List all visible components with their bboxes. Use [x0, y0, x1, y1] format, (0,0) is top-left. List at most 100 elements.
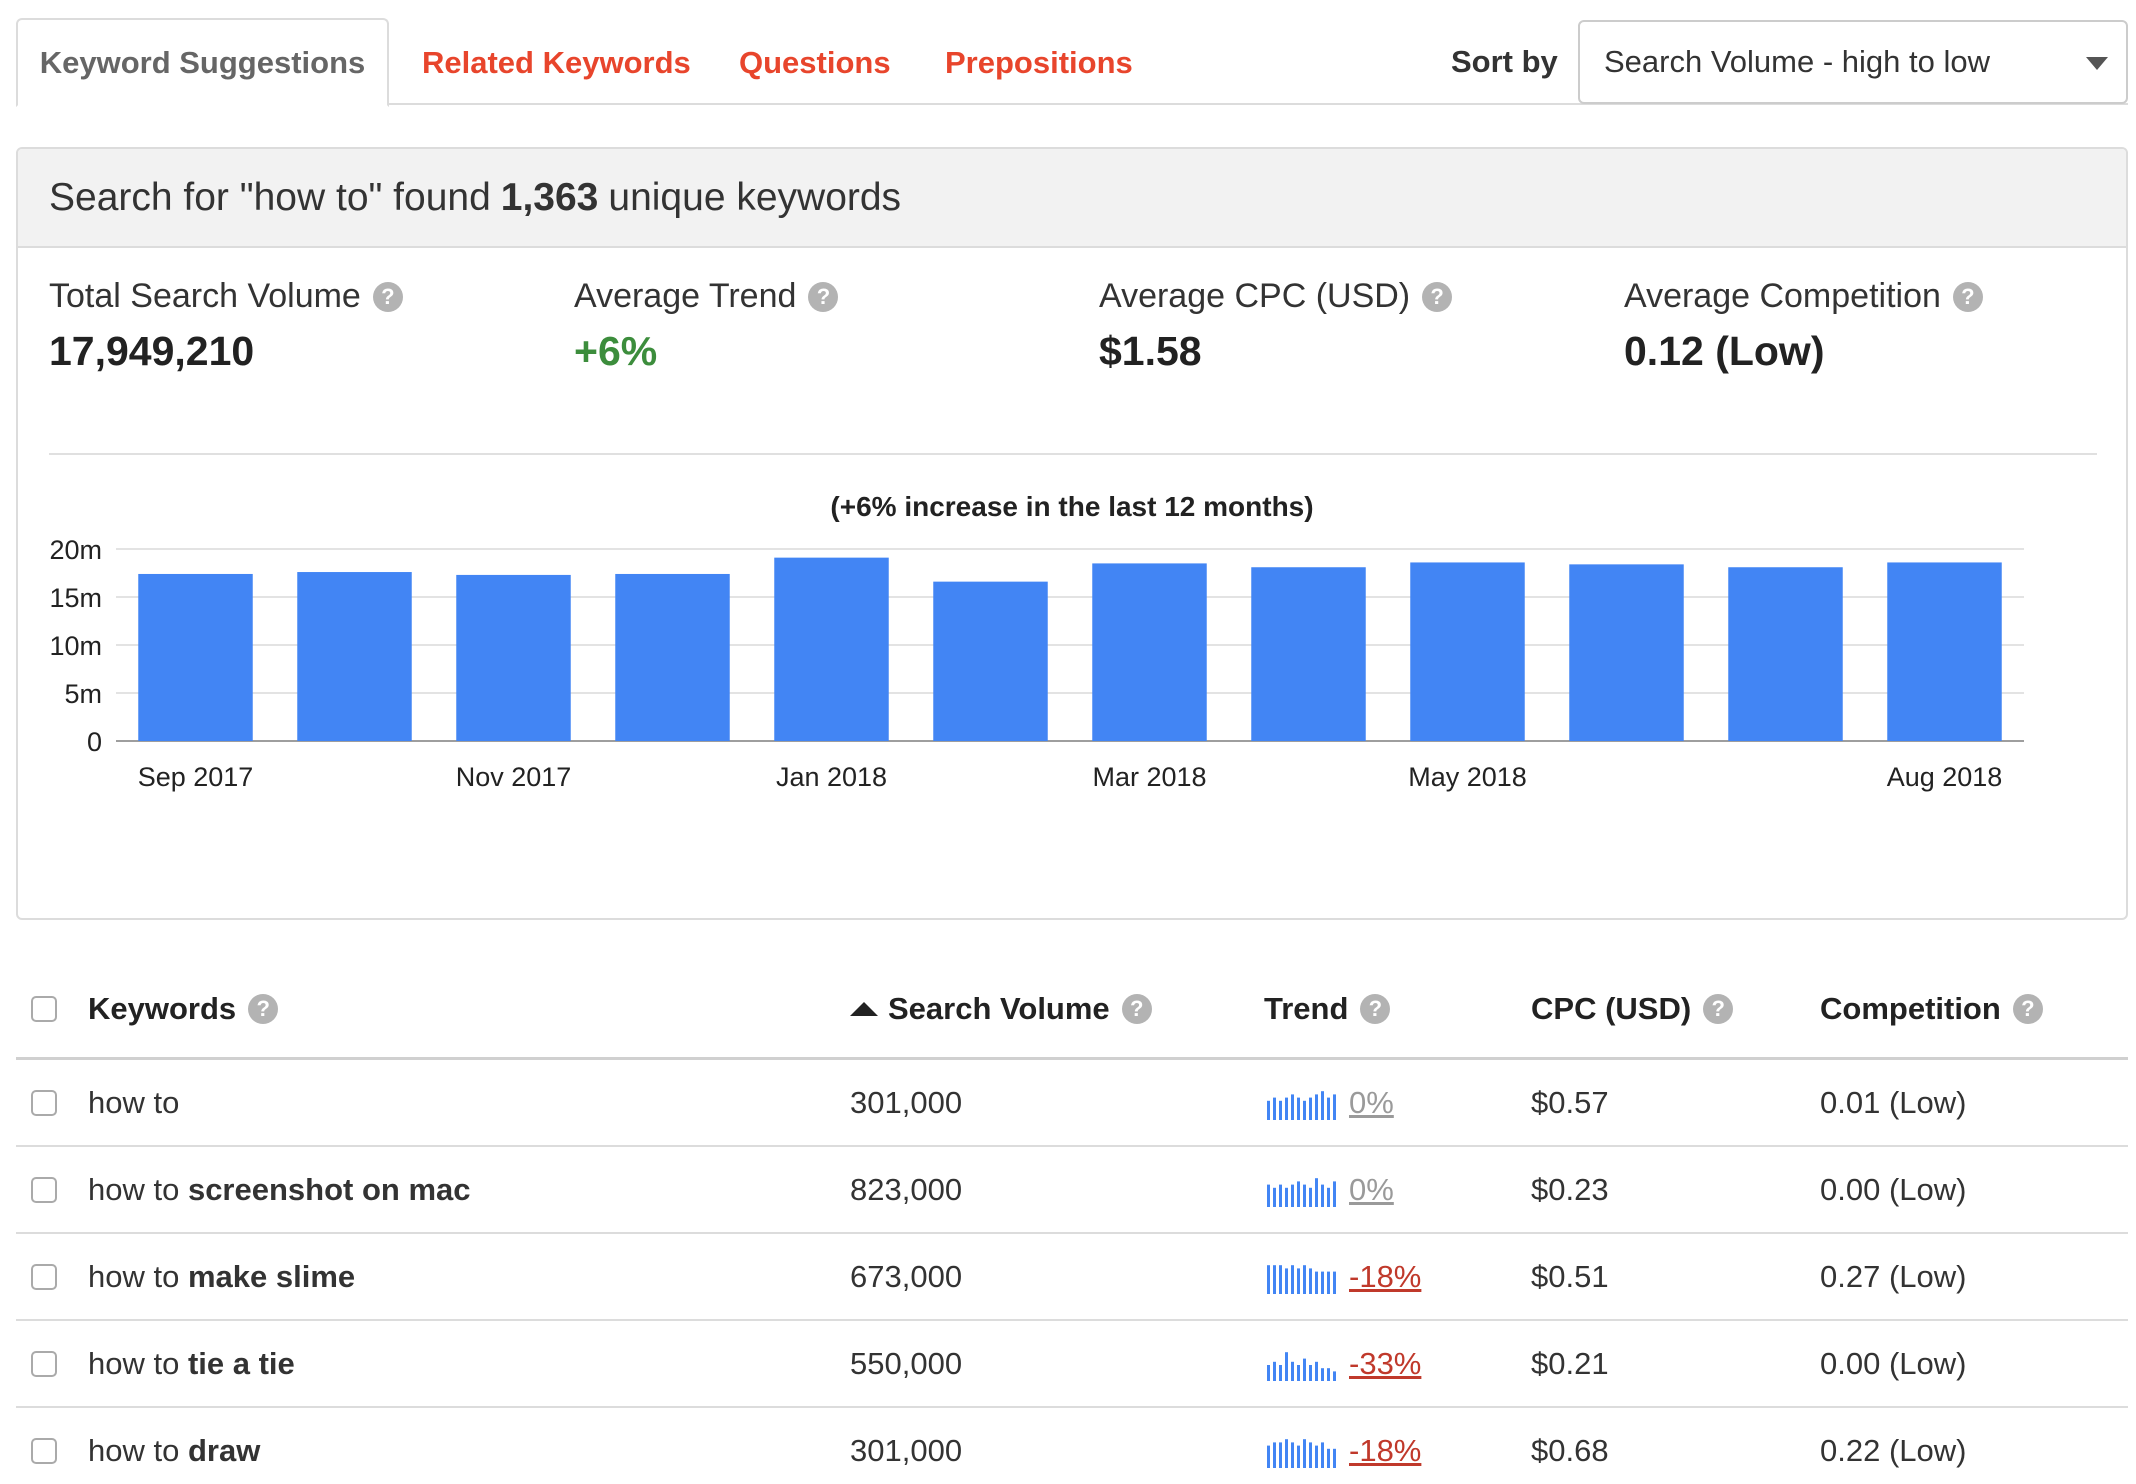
sort-select-value: Search Volume - high to low	[1604, 44, 1990, 79]
tab-questions[interactable]: Questions	[739, 44, 891, 80]
sparkline-bar	[1333, 1370, 1336, 1381]
y-tick-label: 5m	[64, 679, 102, 709]
y-tick-label: 0	[87, 727, 102, 757]
y-tick-label: 10m	[49, 631, 102, 661]
sparkline-bar	[1327, 1187, 1330, 1207]
trend-percent-link[interactable]: -33%	[1349, 1345, 1422, 1381]
help-icon[interactable]: ?	[808, 281, 839, 312]
sparkline-bar	[1309, 1364, 1312, 1381]
help-icon[interactable]: ?	[1121, 993, 1152, 1024]
trend-percent-link[interactable]: -18%	[1349, 1258, 1422, 1294]
sparkline-bar	[1273, 1097, 1276, 1120]
x-tick-label: Aug 2018	[1887, 762, 2003, 792]
keyword-cell[interactable]: how to	[88, 1060, 179, 1145]
sparkline-bar	[1291, 1093, 1294, 1120]
trend-percent-link[interactable]: 0%	[1349, 1084, 1394, 1120]
table-row[interactable]: how to tie a tie 550,000 -33% $0.21 0.00…	[16, 1321, 2128, 1408]
sparkline-bar	[1285, 1267, 1288, 1294]
sparkline-bar	[1315, 1361, 1318, 1381]
sparkline-bar	[1273, 1441, 1276, 1468]
column-keywords[interactable]: Keywords?	[88, 960, 279, 1057]
tab-bar: Keyword Suggestions Related Keywords Que…	[16, 0, 2128, 107]
help-icon[interactable]: ?	[248, 993, 279, 1024]
keyword-cell[interactable]: how to tie a tie	[88, 1321, 295, 1406]
table-header-row: Keywords? Search Volume? Trend? CPC (USD…	[16, 960, 2128, 1060]
select-all-checkbox[interactable]	[31, 995, 57, 1022]
competition-cell: 0.00 (Low)	[1820, 1171, 1967, 1207]
keyword-cell[interactable]: how to screenshot on mac	[88, 1147, 471, 1232]
sparkline-bar	[1321, 1184, 1324, 1207]
chart-bar	[297, 572, 412, 741]
row-checkbox[interactable]	[31, 1176, 57, 1203]
table-row[interactable]: how to 301,000 0% $0.57 0.01 (Low)	[16, 1060, 2128, 1147]
x-tick-label: Nov 2017	[456, 762, 572, 792]
stat-value: 17,949,210	[49, 328, 255, 374]
competition-cell: 0.01 (Low)	[1820, 1084, 1967, 1120]
row-checkbox[interactable]	[31, 1437, 57, 1464]
sort-select[interactable]: Search Volume - high to low	[1578, 20, 2128, 104]
sparkline-bar	[1315, 1177, 1318, 1207]
stat-average-trend: Average Trend? +6%	[574, 277, 839, 375]
keyword-cell[interactable]: how to make slime	[88, 1234, 355, 1319]
keyword-stem: how to	[88, 1258, 188, 1294]
column-cpc[interactable]: CPC (USD)?	[1531, 960, 1734, 1057]
chart-bar	[1410, 562, 1525, 741]
trend-percent-link[interactable]: -18%	[1349, 1432, 1422, 1468]
cpc-cell: $0.68	[1531, 1432, 1609, 1468]
sparkline-bar	[1267, 1445, 1270, 1468]
keyword-table: Keywords? Search Volume? Trend? CPC (USD…	[16, 960, 2128, 1484]
table-row[interactable]: how to make slime 673,000 -18% $0.51 0.2…	[16, 1234, 2128, 1321]
help-icon[interactable]: ?	[1422, 281, 1453, 312]
table-row[interactable]: how to screenshot on mac 823,000 0% $0.2…	[16, 1147, 2128, 1234]
column-trend[interactable]: Trend?	[1264, 960, 1391, 1057]
sparkline-bar	[1303, 1358, 1306, 1381]
stat-value: $1.58	[1099, 328, 1202, 374]
sparkline-bar	[1321, 1090, 1324, 1120]
sparkline-bar	[1303, 1438, 1306, 1468]
sparkline-bar	[1327, 1097, 1330, 1120]
keyword-suffix: tie a tie	[187, 1345, 295, 1381]
row-checkbox[interactable]	[31, 1263, 57, 1290]
competition-cell: 0.22 (Low)	[1820, 1432, 1967, 1468]
sparkline-bar	[1333, 1271, 1336, 1294]
sparkline-bar	[1267, 1264, 1270, 1294]
row-checkbox[interactable]	[31, 1350, 57, 1377]
tab-keyword-suggestions[interactable]: Keyword Suggestions	[16, 18, 389, 107]
help-icon[interactable]: ?	[1703, 993, 1734, 1024]
sparkline-bar	[1267, 1100, 1270, 1120]
help-icon[interactable]: ?	[1952, 281, 1983, 312]
column-competition[interactable]: Competition?	[1820, 960, 2043, 1057]
keyword-cell[interactable]: how to draw	[88, 1408, 260, 1484]
sparkline-bar	[1333, 1448, 1336, 1468]
stat-average-cpc: Average CPC (USD)? $1.58	[1099, 277, 1453, 375]
chart-title: (+6% increase in the last 12 months)	[830, 491, 1314, 522]
sparkline-bar	[1267, 1184, 1270, 1207]
sparkline-bar	[1285, 1438, 1288, 1468]
help-icon[interactable]: ?	[372, 281, 403, 312]
sparkline-bar	[1327, 1448, 1330, 1468]
summary-panel: Search for "how to" found 1,363 unique k…	[16, 147, 2128, 920]
sparkline-bar	[1279, 1441, 1282, 1468]
volume-cell: 301,000	[850, 1084, 963, 1120]
sparkline-bar	[1273, 1264, 1276, 1294]
results-summary-prefix: Search for "how to" found	[49, 175, 491, 219]
keyword-stem: how to	[88, 1345, 188, 1381]
chart-bar	[1092, 563, 1207, 741]
tab-related-keywords[interactable]: Related Keywords	[422, 44, 691, 80]
tab-prepositions[interactable]: Prepositions	[945, 44, 1133, 80]
trend-percent-link[interactable]: 0%	[1349, 1171, 1394, 1207]
chart-bar	[456, 574, 571, 741]
keyword-suffix: draw	[187, 1432, 261, 1468]
chart-bar	[1251, 567, 1366, 741]
sparkline-bar	[1279, 1364, 1282, 1381]
sparkline-bar	[1321, 1367, 1324, 1381]
stat-value: 0.12 (Low)	[1624, 328, 1825, 374]
cpc-cell: $0.57	[1531, 1084, 1609, 1120]
table-row[interactable]: how to draw 301,000 -18% $0.68 0.22 (Low…	[16, 1408, 2128, 1484]
column-label: Keywords	[88, 990, 237, 1026]
trend-cell: -18%	[1267, 1408, 1421, 1484]
help-icon[interactable]: ?	[1360, 993, 1391, 1024]
help-icon[interactable]: ?	[2012, 993, 2043, 1024]
row-checkbox[interactable]	[31, 1089, 57, 1116]
column-search-volume[interactable]: Search Volume?	[850, 960, 1152, 1057]
